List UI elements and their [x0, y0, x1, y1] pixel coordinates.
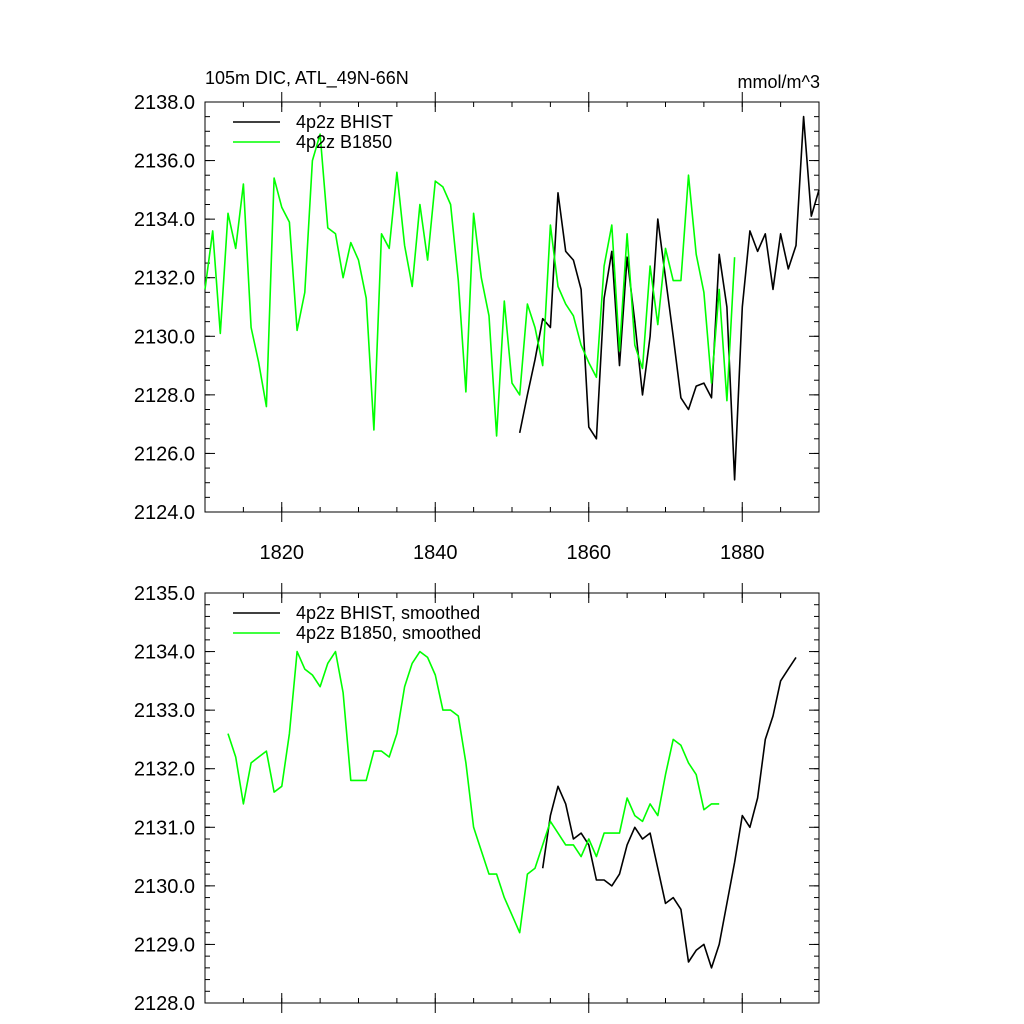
y-tick-label: 2136.0: [134, 151, 195, 173]
y-tick-label: 2132.0: [134, 268, 195, 290]
series-line: [518, 115, 820, 481]
x-tick-label: 1840: [413, 542, 458, 564]
y-tick-label: 2135.0: [134, 583, 195, 605]
y-tick-label: 2134.0: [134, 209, 195, 231]
top-panel: 2124.0 2126.0 2128.0 2130.0 2132.0 2134.0 2136…: [134, 92, 820, 564]
y-tick-label: 2128.0: [134, 993, 195, 1015]
bottom-panel: 2128.0 2129.0 2130.0 2131.0 2132.0 2133.0 2134…: [134, 583, 820, 1015]
legend-label: 4p2z BHIST, smoothed: [296, 603, 480, 623]
series-line: [541, 656, 797, 969]
legend-label: 4p2z B1850, smoothed: [296, 623, 481, 643]
x-tick-label: 1820: [260, 542, 305, 564]
y-tick-label: 2138.0: [134, 92, 195, 114]
y-tick-label: 2126.0: [134, 443, 195, 465]
legend-label: 4p2z BHIST: [296, 112, 393, 132]
y-tick-label: 2133.0: [134, 700, 195, 722]
x-tick-label: 1860: [567, 542, 612, 564]
y-tick-label: 2134.0: [134, 642, 195, 664]
legend-label: 4p2z B1850: [296, 132, 392, 152]
y-tick-label: 2124.0: [134, 502, 195, 524]
chart-title: 105m DIC, ATL_49N-66N: [205, 68, 409, 89]
y-tick-label: 2130.0: [134, 326, 195, 348]
y-tick-label: 2130.0: [134, 876, 195, 898]
units-label: mmol/m^3: [738, 72, 820, 92]
y-tick-label: 2129.0: [134, 934, 195, 956]
y-tick-label: 2132.0: [134, 759, 195, 781]
y-tick-label: 2131.0: [134, 817, 195, 839]
series-line: [204, 133, 736, 437]
series-line: [227, 650, 720, 934]
y-tick-label: 2128.0: [134, 385, 195, 407]
x-tick-label: 1880: [720, 542, 765, 564]
